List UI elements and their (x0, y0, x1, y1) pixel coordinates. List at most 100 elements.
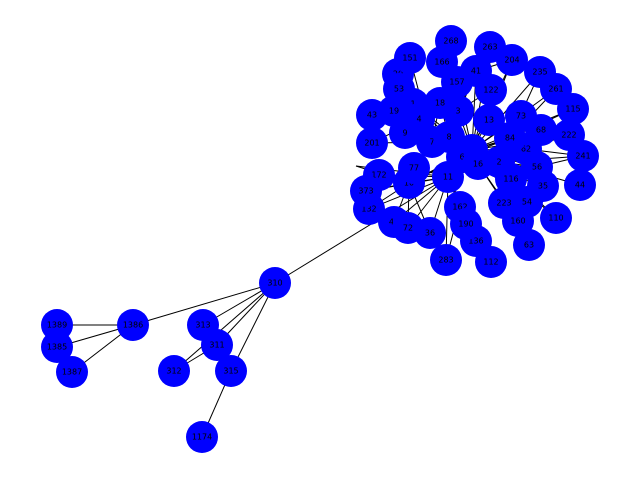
node-label: 6 (459, 153, 464, 162)
node-circle (564, 169, 596, 201)
node-13: 13 (473, 104, 505, 136)
node-label: 63 (524, 241, 534, 250)
node-122: 122 (475, 74, 507, 106)
node-261: 261 (540, 73, 572, 105)
node-110: 110 (540, 202, 572, 234)
node-circle (394, 42, 426, 74)
node-223: 223 (488, 187, 520, 219)
node-label: 172 (371, 171, 386, 180)
node-label: 313 (195, 321, 210, 330)
node-label: 162 (452, 203, 467, 212)
node-373: 373 (350, 175, 382, 207)
node-label: 54 (522, 198, 532, 207)
node-label: 68 (536, 126, 546, 135)
node-label: 11 (443, 173, 453, 182)
node-312: 312 (158, 355, 190, 387)
node-label: 222 (561, 131, 576, 140)
node-label: 3 (455, 107, 460, 116)
node-label: 19 (389, 107, 399, 116)
node-circle (475, 74, 507, 106)
node-circle (513, 229, 545, 261)
node-circle (186, 421, 218, 453)
node-circle (474, 31, 506, 63)
node-circle (356, 127, 388, 159)
node-label: 53 (394, 85, 404, 94)
node-label: 35 (538, 182, 548, 191)
edge-310-315 (230, 282, 276, 372)
node-label: 62 (521, 145, 531, 154)
node-label: 223 (496, 199, 511, 208)
node-circle (473, 104, 505, 136)
node-label: 2 (496, 158, 501, 167)
node-label: 311 (209, 341, 224, 350)
node-1385: 1385 (41, 331, 73, 363)
node-1174: 1174 (186, 421, 218, 453)
node-53: 53 (383, 73, 415, 105)
node-circle (435, 25, 467, 57)
node-label: 84 (505, 134, 515, 143)
node-label: 204 (504, 56, 519, 65)
node-label: 36 (425, 229, 435, 238)
node-label: 268 (443, 37, 458, 46)
node-label: 122 (483, 86, 498, 95)
node-label: 73 (516, 112, 526, 121)
node-label: 8 (446, 133, 451, 142)
node-label: 18 (435, 99, 445, 108)
node-circle (392, 212, 424, 244)
node-label: 235 (532, 68, 547, 77)
node-label: 41 (471, 67, 481, 76)
node-circle (494, 122, 526, 154)
node-label: 1386 (123, 321, 143, 330)
node-label: 1174 (192, 433, 212, 442)
node-label: 112 (483, 258, 498, 267)
node-310: 310 (259, 267, 291, 299)
node-label: 1387 (62, 368, 82, 377)
node-circle (567, 140, 599, 172)
node-label: 166 (434, 58, 449, 67)
node-label: 13 (484, 116, 494, 125)
node-1386: 1386 (117, 309, 149, 341)
node-circle (540, 73, 572, 105)
node-circle (450, 208, 482, 240)
node-151: 151 (394, 42, 426, 74)
node-label: 151 (402, 54, 417, 63)
node-circle (350, 175, 382, 207)
node-circle (540, 202, 572, 234)
node-circle (488, 187, 520, 219)
node-190: 190 (450, 208, 482, 240)
node-label: 43 (367, 111, 377, 120)
node-label: 72 (403, 224, 413, 233)
node-label: 56 (532, 163, 542, 172)
node-label: 160 (510, 217, 525, 226)
node-label: 157 (449, 78, 464, 87)
node-circle (259, 267, 291, 299)
node-label: 283 (438, 256, 453, 265)
node-label: 190 (458, 220, 473, 229)
node-77: 77 (398, 152, 430, 184)
node-label: 310 (267, 279, 282, 288)
node-315: 315 (215, 355, 247, 387)
node-116: 116 (495, 163, 527, 195)
node-label: 9 (402, 129, 407, 138)
node-63: 63 (513, 229, 545, 261)
node-circle (462, 148, 494, 180)
node-1387: 1387 (56, 356, 88, 388)
node-label: 7 (429, 138, 434, 147)
node-label: 110 (548, 214, 563, 223)
node-label: 132 (361, 205, 376, 214)
edge-310-312 (173, 282, 276, 372)
edge-310-1386 (132, 282, 276, 326)
graph-edges (56, 40, 584, 438)
node-circle (41, 309, 73, 341)
node-268: 268 (435, 25, 467, 57)
node-label: 16 (473, 160, 483, 169)
node-circle (41, 331, 73, 363)
node-241: 241 (567, 140, 599, 172)
node-circle (187, 309, 219, 341)
node-circle (56, 356, 88, 388)
node-label: 1389 (47, 321, 67, 330)
node-circle (383, 73, 415, 105)
node-313: 313 (187, 309, 219, 341)
node-8: 8 (433, 121, 465, 153)
